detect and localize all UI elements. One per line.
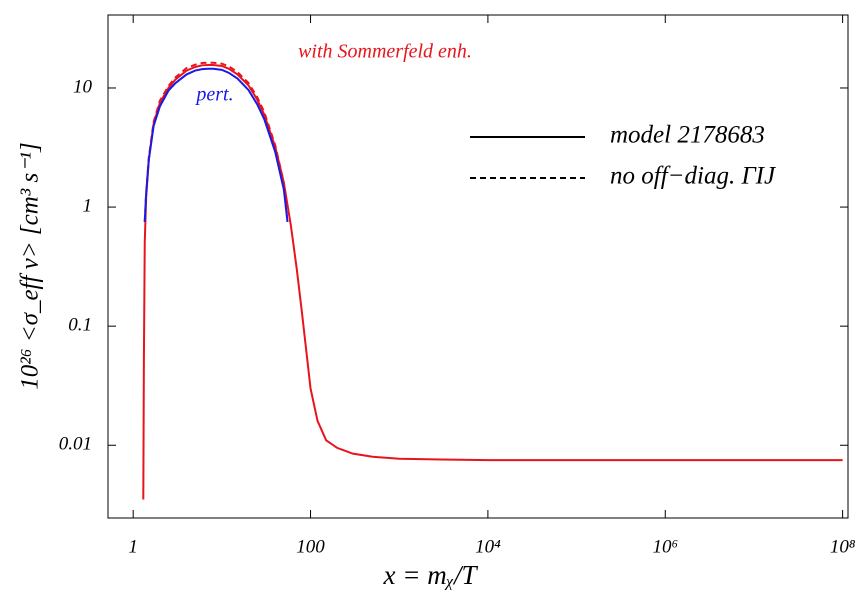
- x-tick-label: 100: [296, 536, 325, 557]
- y-tick-label: 0.01: [59, 434, 92, 455]
- annotation: pert.: [194, 84, 233, 106]
- x-tick-label: 1: [128, 536, 138, 557]
- x-axis-label: x = mᵪ/T: [383, 560, 479, 590]
- x-tick-label: 10⁴: [475, 536, 501, 557]
- annotation: with Sommerfeld enh.: [298, 41, 472, 63]
- legend-label: no off−diag. ΓIJ: [610, 163, 777, 190]
- y-tick-label: 10: [73, 76, 93, 97]
- legend-label: model 2178683: [610, 122, 765, 149]
- y-axis-label: 10²⁶ <σ_eff v> [cm³ s⁻¹]: [17, 142, 44, 389]
- data-line: [143, 67, 289, 223]
- plot-frame: [107, 14, 849, 519]
- data-line: [143, 61, 289, 223]
- y-tick-label: 1: [83, 195, 93, 216]
- x-tick-label: 10⁸: [830, 536, 856, 557]
- x-tick-label: 10⁶: [652, 536, 678, 557]
- y-tick-label: 0.1: [68, 315, 92, 336]
